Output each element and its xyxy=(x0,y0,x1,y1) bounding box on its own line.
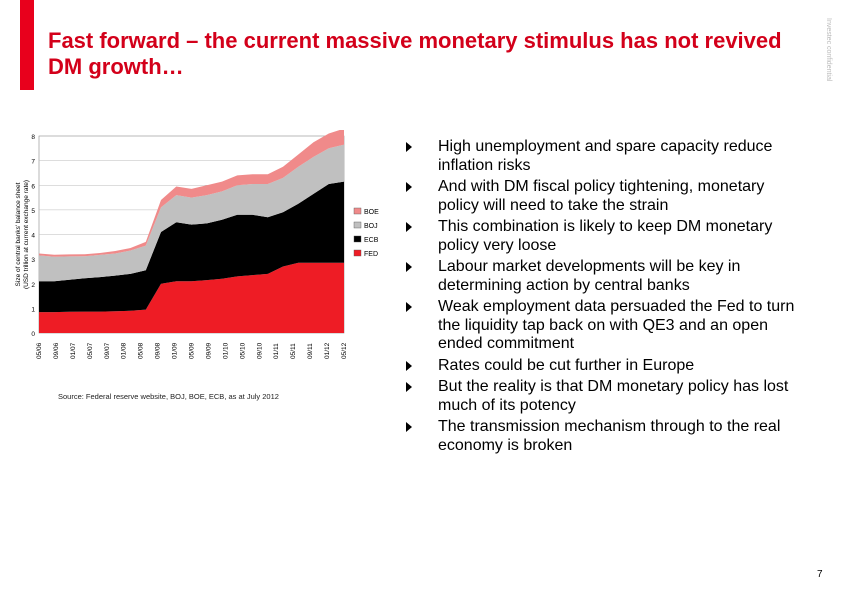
y-tick-label: 2 xyxy=(31,282,35,289)
legend-label-boe: BOE xyxy=(364,209,379,216)
bullet-arrow-icon xyxy=(406,182,412,192)
y-tick-label: 6 xyxy=(31,183,35,190)
x-tick-label: 05/12 xyxy=(341,342,348,359)
x-tick-label: 09/08 xyxy=(155,342,162,359)
bullet-text: Labour market developments will be key i… xyxy=(438,258,741,294)
bullet-item: Weak employment data persuaded the Fed t… xyxy=(404,298,804,354)
bullet-arrow-icon xyxy=(406,222,412,232)
bullet-text: The transmission mechanism through to th… xyxy=(438,418,781,454)
x-tick-label: 09/11 xyxy=(307,343,314,359)
area-boj xyxy=(39,144,344,282)
x-tick-label: 01/12 xyxy=(324,342,331,359)
confidential-note: Investec confidential xyxy=(825,18,832,82)
y-tick-label: 0 xyxy=(31,331,35,338)
x-tick-label: 01/08 xyxy=(121,342,128,359)
bullet-list: High unemployment and spare capacity red… xyxy=(404,138,804,458)
x-tick-label: 01/11 xyxy=(273,343,280,359)
bullet-arrow-icon xyxy=(406,360,412,371)
bullet-item: Rates could be cut further in Europe xyxy=(404,357,804,376)
area-boe xyxy=(39,128,344,257)
bullet-text: This combination is likely to keep DM mo… xyxy=(438,218,773,254)
y-tick-label: 5 xyxy=(31,208,35,215)
legend-swatch-boe xyxy=(353,207,362,215)
y-tick-label: 3 xyxy=(31,257,35,264)
bullet-text: And with DM fiscal policy tightening, mo… xyxy=(438,178,765,214)
y-tick-label: 1 xyxy=(31,306,35,313)
y-tick-label: 8 xyxy=(31,134,35,141)
bullet-arrow-icon xyxy=(406,302,412,312)
x-tick-label: 05/07 xyxy=(87,342,94,359)
x-tick-label: 05/08 xyxy=(138,342,145,359)
bullet-item: High unemployment and spare capacity red… xyxy=(404,138,804,175)
bullet-item: And with DM fiscal policy tightening, mo… xyxy=(404,178,804,215)
bullet-item: Labour market developments will be key i… xyxy=(404,258,804,295)
x-tick-label: 05/06 xyxy=(36,342,43,359)
bullet-arrow-icon xyxy=(406,422,412,432)
x-tick-label: 05/11 xyxy=(290,343,297,359)
bullet-item: The transmission mechanism through to th… xyxy=(404,418,804,455)
x-tick-label: 09/10 xyxy=(256,342,263,359)
legend-swatch-fed xyxy=(353,249,362,257)
legend-label-boj: BOJ xyxy=(364,223,378,230)
y-axis-label: Size of central banks' balance sheet xyxy=(15,182,22,286)
x-tick-label: 01/10 xyxy=(222,342,229,359)
legend-label-fed: FED xyxy=(364,251,378,258)
x-tick-label: 05/10 xyxy=(239,342,246,359)
x-tick-label: 09/09 xyxy=(205,342,212,359)
bullet-text: Weak employment data persuaded the Fed t… xyxy=(438,298,795,352)
legend-swatch-boj xyxy=(353,221,362,229)
chart-container: 0 1 2 3 4 5 6 7 8 05/06 09/06 01/07 05/07 09/07 01/08 0… xyxy=(14,128,404,380)
y-axis-label: (USD trillion at current exchange rate) xyxy=(23,180,30,289)
x-tick-label: 09/07 xyxy=(104,342,111,359)
x-tick-label: 05/09 xyxy=(189,342,196,359)
y-tick-label: 4 xyxy=(31,233,35,240)
bullet-text: But the reality is that DM monetary poli… xyxy=(438,378,789,414)
balance-sheet-chart: 0 1 2 3 4 5 6 7 8 05/06 09/06 01/07 05/07 09/07 01/08 0… xyxy=(15,128,379,359)
bullet-text: High unemployment and spare capacity red… xyxy=(438,138,773,174)
x-tick-label: 01/09 xyxy=(172,342,179,359)
bullet-item: But the reality is that DM monetary poli… xyxy=(404,378,804,415)
area-fed xyxy=(39,262,344,333)
page-title: Fast forward – the current massive monet… xyxy=(48,28,782,79)
legend-swatch-ecb xyxy=(353,235,362,243)
x-tick-label: 01/07 xyxy=(70,342,77,359)
page-number: 7 xyxy=(817,569,823,580)
y-tick-label: 7 xyxy=(31,159,35,166)
bullet-arrow-icon xyxy=(406,262,412,272)
bullet-arrow-icon xyxy=(406,382,412,392)
bullet-arrow-icon xyxy=(406,142,412,152)
area-ecb xyxy=(39,181,344,313)
accent-bar xyxy=(20,0,34,90)
x-tick-label: 09/06 xyxy=(53,342,60,359)
legend-label-ecb: ECB xyxy=(364,237,379,244)
bullet-item: This combination is likely to keep DM mo… xyxy=(404,218,804,255)
source-note: Source: Federal reserve website, BOJ, BO… xyxy=(58,392,279,401)
bullet-text: Rates could be cut further in Europe xyxy=(438,356,695,374)
